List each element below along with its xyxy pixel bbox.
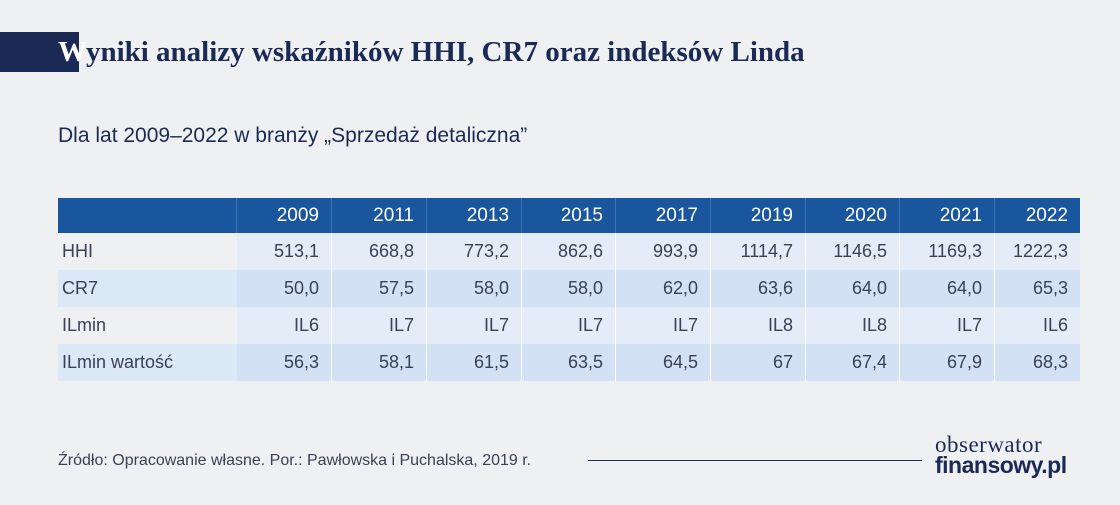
table-cell: 56,3 xyxy=(237,344,332,381)
table-cell: 862,6 xyxy=(522,233,616,270)
logo-line2: finansowy.pl xyxy=(935,452,1067,478)
table-cell: 58,1 xyxy=(332,344,427,381)
data-table: 2009 2011 2013 2015 2017 2019 2020 2021 2022 HHI… xyxy=(58,198,1080,381)
table-header-row: 2009 2011 2013 2015 2017 2019 2020 2021 2022 xyxy=(58,198,1080,233)
row-label: HHI xyxy=(58,233,237,270)
table-cell: IL8 xyxy=(806,307,900,344)
table-cell: 67,4 xyxy=(806,344,900,381)
table-cell: 513,1 xyxy=(237,233,332,270)
column-header-2021: 2021 xyxy=(900,198,995,233)
table-cell: IL7 xyxy=(522,307,616,344)
title-first-letter: W xyxy=(58,36,86,68)
table-cell: IL7 xyxy=(332,307,427,344)
table-row: ILmin wartość 56,3 58,1 61,5 63,5 64,5 67 67,4 6… xyxy=(58,344,1080,381)
row-label: ILmin wartość xyxy=(58,344,237,381)
table-row: HHI 513,1 668,8 773,2 862,6 993,9 1114,7 1146,5… xyxy=(58,233,1080,270)
table-cell: 64,5 xyxy=(616,344,711,381)
column-header-2019: 2019 xyxy=(711,198,806,233)
table-cell: 58,0 xyxy=(522,270,616,307)
table-cell: 68,3 xyxy=(995,344,1080,381)
table-cell: 64,0 xyxy=(806,270,900,307)
table-cell: 1222,3 xyxy=(995,233,1080,270)
page-title: Wyniki analizy wskaźników HHI, CR7 oraz … xyxy=(58,33,805,71)
table-cell: 1169,3 xyxy=(900,233,995,270)
table-cell: 67 xyxy=(711,344,806,381)
table-cell: 993,9 xyxy=(616,233,711,270)
table-cell: 61,5 xyxy=(427,344,522,381)
table-cell: 1146,5 xyxy=(806,233,900,270)
table-cell: 63,5 xyxy=(522,344,616,381)
column-header-2022: 2022 xyxy=(995,198,1080,233)
source-note: Źródło: Opracowanie własne. Por.: Pawłow… xyxy=(58,452,532,469)
title-accent-bar xyxy=(0,32,79,72)
footer-divider xyxy=(588,460,922,461)
column-header-2017: 2017 xyxy=(616,198,711,233)
table-cell: IL7 xyxy=(616,307,711,344)
table-cell: 62,0 xyxy=(616,270,711,307)
column-header-2020: 2020 xyxy=(806,198,900,233)
column-header-2011: 2011 xyxy=(332,198,427,233)
table-cell: 773,2 xyxy=(427,233,522,270)
row-label: ILmin xyxy=(58,307,237,344)
subtitle: Dla lat 2009–2022 w branży „Sprzedaż det… xyxy=(58,124,528,147)
brand-logo: obserwator finansowy.pl xyxy=(935,433,1085,477)
table-row: CR7 50,0 57,5 58,0 58,0 62,0 63,6 64,0 64,0 65,3 xyxy=(58,270,1080,307)
table-cell: IL8 xyxy=(711,307,806,344)
table-cell: IL7 xyxy=(427,307,522,344)
table-cell: 63,6 xyxy=(711,270,806,307)
logo-line1: obserwator xyxy=(935,432,1043,457)
table-cell: 50,0 xyxy=(237,270,332,307)
table-cell: 65,3 xyxy=(995,270,1080,307)
table-cell: 67,9 xyxy=(900,344,995,381)
column-header-2013: 2013 xyxy=(427,198,522,233)
table-cell: 668,8 xyxy=(332,233,427,270)
table-cell: 57,5 xyxy=(332,270,427,307)
table-corner-cell xyxy=(58,198,237,233)
table-cell: 58,0 xyxy=(427,270,522,307)
table-cell: IL6 xyxy=(995,307,1080,344)
title-rest: yniki analizy wskaźników HHI, CR7 oraz i… xyxy=(85,36,805,68)
table-row: ILmin IL6 IL7 IL7 IL7 IL7 IL8 IL8 IL7 IL6 xyxy=(58,307,1080,344)
table-cell: 1114,7 xyxy=(711,233,806,270)
table-body: HHI 513,1 668,8 773,2 862,6 993,9 1114,7 1146,5… xyxy=(58,233,1080,381)
column-header-2009: 2009 xyxy=(237,198,332,233)
column-header-2015: 2015 xyxy=(522,198,616,233)
row-label: CR7 xyxy=(58,270,237,307)
table-cell: IL7 xyxy=(900,307,995,344)
table-cell: 64,0 xyxy=(900,270,995,307)
table-cell: IL6 xyxy=(237,307,332,344)
